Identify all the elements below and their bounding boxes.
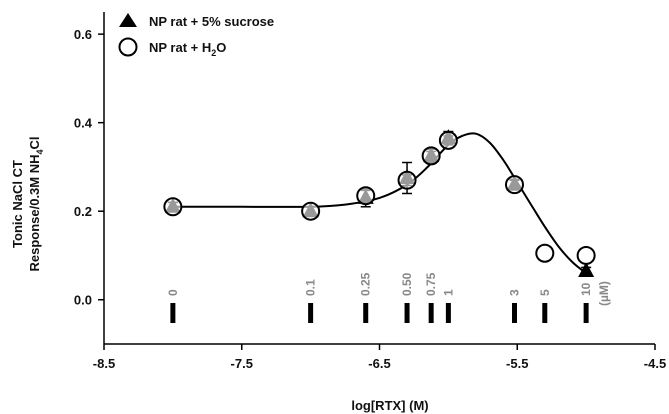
y-axis-title-line2: Response/0.3M NH4Cl (27, 136, 45, 271)
concentration-bar (308, 303, 314, 323)
concentration-bar (363, 303, 369, 323)
point-sucrose (578, 261, 595, 277)
concentration-label: 0.50 (400, 272, 414, 296)
concentration-label: 0.25 (359, 272, 373, 296)
concentration-bar (583, 303, 589, 323)
concentration-bar (170, 303, 176, 323)
x-tick-label: -6.5 (368, 356, 390, 371)
fit-curve (172, 132, 587, 274)
concentration-markers: 0 0.1 0.25 0.50 0.75 1 3 5 10 (µM) (166, 272, 611, 323)
y-tick-label: 0.2 (74, 204, 92, 219)
point-water (576, 245, 596, 265)
legend-item-sucrose: NP rat + 5% sucrose (119, 13, 274, 29)
legend-triangle-icon (119, 13, 137, 27)
error-bars (167, 130, 592, 276)
legend-item-water: NP rat + H2O (118, 37, 226, 58)
concentration-label: 5 (538, 289, 552, 296)
point-water (356, 186, 376, 206)
concentration-bar (428, 303, 434, 323)
data-markers (163, 129, 596, 277)
concentration-label: 0.75 (424, 272, 438, 296)
point-water (301, 201, 321, 221)
concentration-label: 1 (441, 289, 455, 296)
x-axis-title: log[RTX] (M) (351, 398, 428, 413)
concentration-label: 0 (166, 289, 180, 296)
y-tick-label: 0.0 (74, 293, 92, 308)
y-tick-label: 0.6 (74, 27, 92, 42)
y-axis-title-line1: Tonic NaCl CT (10, 160, 25, 248)
axes: 0.0 0.2 0.4 0.6 -8.5 -7.5 -6.5 -5.5 -4.5 (74, 12, 666, 371)
x-tick-label: -8.5 (93, 356, 115, 371)
legend: NP rat + 5% sucrose NP rat + H2O (118, 13, 274, 58)
x-tick-label: -5.5 (506, 356, 528, 371)
concentration-bar (404, 303, 410, 323)
concentration-label: 10 (579, 282, 593, 296)
concentration-bar (542, 303, 548, 323)
point-water (421, 146, 441, 166)
legend-circle-icon (118, 37, 138, 57)
point-water (397, 170, 417, 190)
concentration-bar (445, 303, 451, 323)
concentration-label: 0.1 (304, 279, 318, 296)
concentration-unit-label: (µM) (597, 281, 611, 306)
concentration-label: 3 (507, 289, 521, 296)
legend-label-water: NP rat + H2O (149, 40, 226, 58)
point-water (504, 175, 524, 195)
point-water (438, 130, 458, 150)
y-tick-label: 0.4 (74, 116, 93, 131)
fit-curve-group (172, 132, 587, 274)
point-water (163, 197, 183, 217)
y-axis-title: Tonic NaCl CT Response/0.3M NH4Cl (10, 136, 45, 271)
point-water (535, 243, 555, 263)
x-tick-label: -7.5 (231, 356, 253, 371)
legend-label-sucrose: NP rat + 5% sucrose (149, 14, 274, 29)
x-tick-label: -4.5 (644, 356, 666, 371)
concentration-bar (511, 303, 517, 323)
